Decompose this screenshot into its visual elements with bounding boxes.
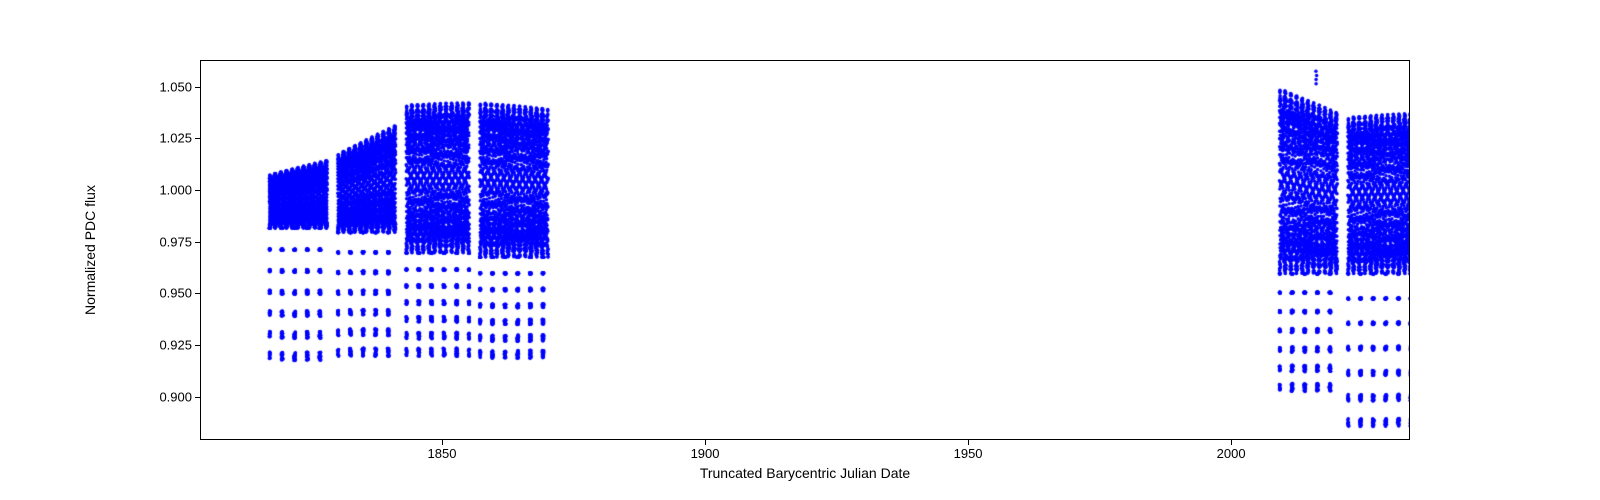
y-tick-label: 1.050 bbox=[159, 79, 192, 94]
y-tick-mark bbox=[195, 138, 200, 139]
y-tick-mark bbox=[195, 87, 200, 88]
x-tick-label: 1900 bbox=[691, 446, 720, 461]
x-tick-mark bbox=[705, 440, 706, 445]
y-tick-label: 0.900 bbox=[159, 389, 192, 404]
x-tick-label: 2000 bbox=[1217, 446, 1246, 461]
y-tick-label: 1.025 bbox=[159, 131, 192, 146]
y-tick-mark bbox=[195, 345, 200, 346]
x-tick-mark bbox=[968, 440, 969, 445]
scatter-canvas bbox=[201, 61, 1410, 440]
y-tick-mark bbox=[195, 190, 200, 191]
y-tick-label: 0.950 bbox=[159, 286, 192, 301]
x-tick-label: 1950 bbox=[954, 446, 983, 461]
y-tick-label: 1.000 bbox=[159, 183, 192, 198]
x-axis-label: Truncated Barycentric Julian Date bbox=[700, 465, 910, 481]
y-tick-label: 0.925 bbox=[159, 338, 192, 353]
y-tick-label: 0.975 bbox=[159, 234, 192, 249]
y-tick-mark bbox=[195, 242, 200, 243]
y-tick-mark bbox=[195, 293, 200, 294]
plot-area bbox=[200, 60, 1410, 440]
x-tick-mark bbox=[442, 440, 443, 445]
x-tick-label: 1850 bbox=[428, 446, 457, 461]
y-axis-label: Normalized PDC flux bbox=[82, 185, 98, 315]
x-tick-mark bbox=[1231, 440, 1232, 445]
y-tick-mark bbox=[195, 397, 200, 398]
